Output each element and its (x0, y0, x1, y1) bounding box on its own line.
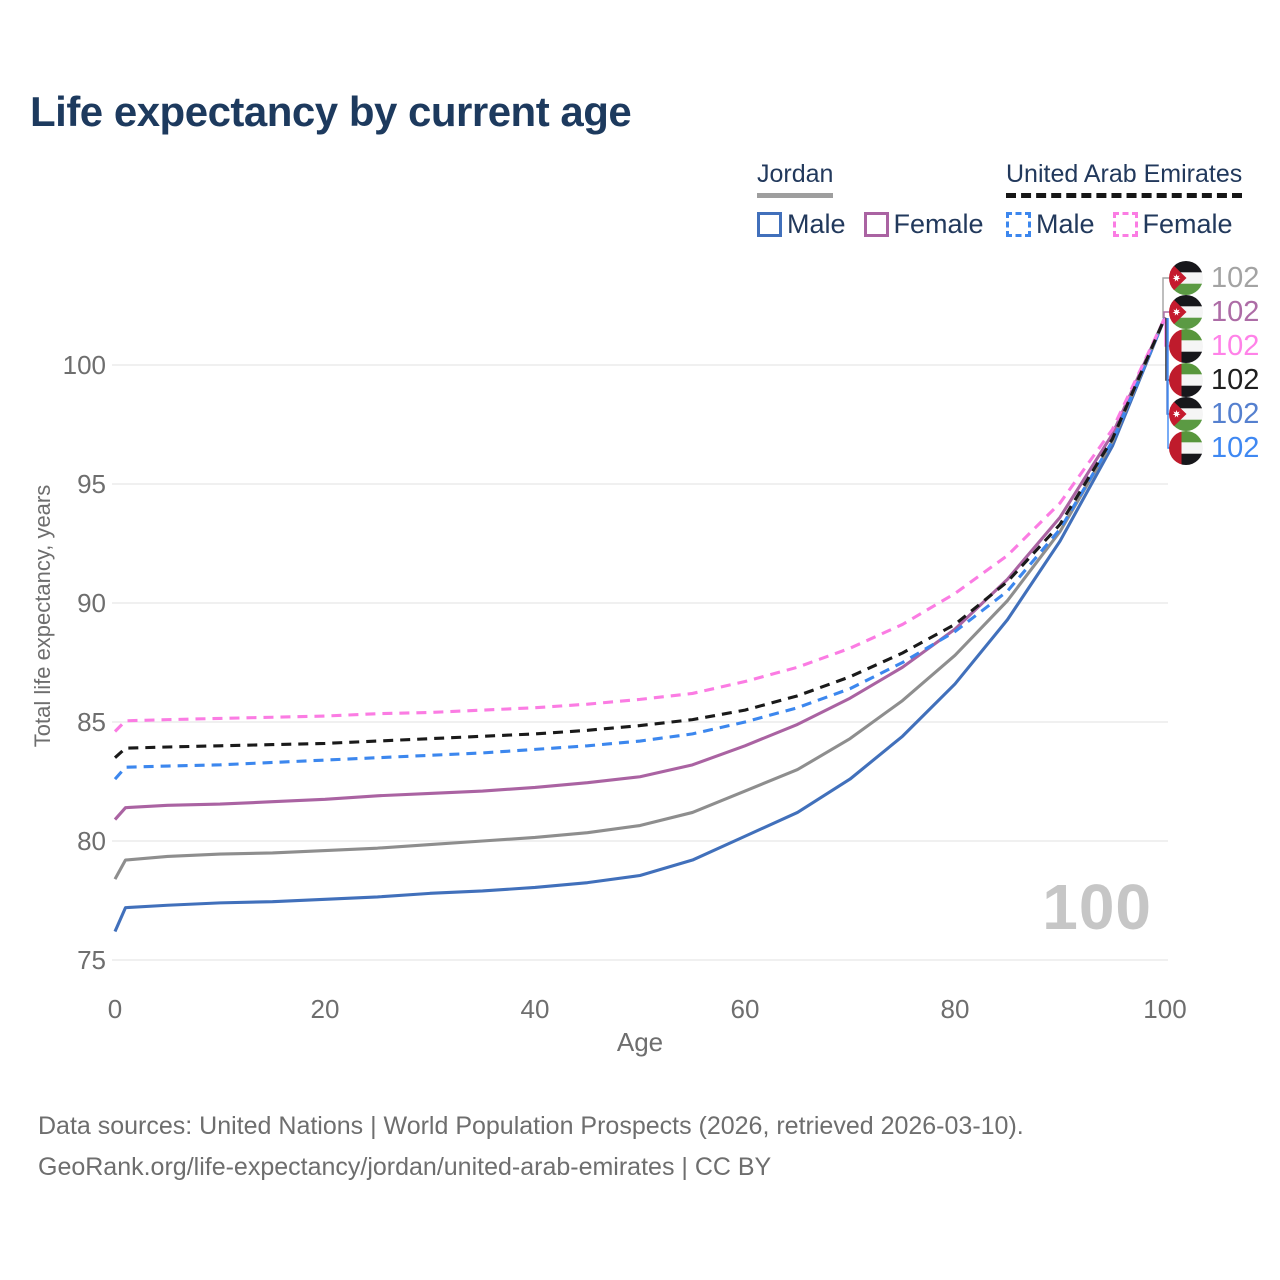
end-label-value: 102 (1211, 431, 1260, 464)
end-label-value: 102 (1211, 329, 1260, 362)
page-title: Life expectancy by current age (30, 88, 632, 135)
end-label-row: 102 (1169, 329, 1259, 363)
flag-icon-jordan (1169, 397, 1203, 431)
flag-icon-uae (1169, 431, 1203, 465)
legend-item-jordan-male[interactable]: Male (757, 209, 846, 240)
series-line-jordan-female (113, 316, 1167, 821)
legend-swatch-jordan-male (757, 212, 782, 237)
end-label-row: 102 (1169, 431, 1259, 465)
x-tick-label: 40 (520, 994, 550, 1024)
legend-country-uae: United Arab Emirates (1006, 160, 1243, 198)
x-axis-title: Age (616, 1027, 664, 1057)
legend-item-uae-male[interactable]: Male (1006, 209, 1095, 240)
flag-icon-jordan (1169, 261, 1203, 295)
y-tick-label: 80 (77, 826, 106, 856)
footer-line-1: Data sources: United Nations | World Pop… (38, 1112, 1024, 1140)
x-tick-label: 100 (1143, 994, 1187, 1024)
flag-icon-uae (1169, 329, 1203, 363)
end-label-leader (1163, 311, 1171, 318)
legend-label-jordan-female: Female (893, 209, 984, 239)
x-tick-label: 20 (310, 994, 340, 1024)
end-label-value: 102 (1211, 397, 1260, 430)
series-line-jordan-both-sexes (113, 316, 1167, 880)
end-label-row: 102 (1169, 261, 1259, 295)
legend-item-uae-female[interactable]: Female (1112, 209, 1233, 240)
end-label-value: 102 (1211, 363, 1260, 396)
y-tick-label: 90 (77, 588, 106, 618)
x-tick-label: 60 (730, 994, 760, 1024)
flag-icon-jordan (1169, 295, 1203, 329)
y-tick-label: 75 (77, 945, 106, 975)
legend-label-uae-male: Male (1036, 209, 1095, 239)
series-line-united-arab-emirates-male (113, 316, 1167, 781)
legend-row-jordan: Male Female (757, 209, 1002, 240)
end-label-leader (1162, 277, 1171, 318)
end-label-value: 102 (1211, 295, 1260, 328)
y-tick-label: 85 (77, 707, 106, 737)
x-tick-label: 0 (107, 994, 123, 1024)
legend-item-jordan-female[interactable]: Female (863, 209, 984, 240)
footer-line-2: GeoRank.org/life-expectancy/jordan/unite… (38, 1153, 772, 1181)
legend-group-jordan: Jordan Male Female (757, 160, 1002, 240)
end-label-row: 102 (1169, 295, 1259, 329)
end-label-row: 102 (1169, 363, 1259, 397)
flag-icon-uae (1169, 363, 1203, 397)
series-line-jordan-male (113, 316, 1167, 933)
age-indicator: 100 (1042, 871, 1152, 943)
legend-swatch-uae-female (1112, 212, 1138, 237)
series-line-united-arab-emirates-both-sexes (113, 316, 1167, 759)
legend-swatch-uae-male (1006, 212, 1031, 237)
legend-label-uae-female: Female (1142, 209, 1233, 239)
legend-label-jordan-male: Male (787, 209, 846, 239)
legend-swatch-jordan-female (863, 212, 889, 237)
end-label-value: 102 (1211, 261, 1260, 294)
y-tick-label: 100 (62, 350, 106, 380)
end-label-row: 102 (1169, 397, 1259, 431)
series-line-united-arab-emirates-female (113, 316, 1167, 733)
legend-country-jordan: Jordan (757, 160, 834, 198)
legend-row-uae: Male Female (1006, 209, 1251, 240)
legend-group-uae: United Arab Emirates Male Female (1006, 160, 1251, 240)
y-tick-label: 95 (77, 469, 106, 499)
footer: Data sources: United Nations | World Pop… (38, 1106, 1024, 1188)
x-tick-label: 80 (940, 994, 970, 1024)
